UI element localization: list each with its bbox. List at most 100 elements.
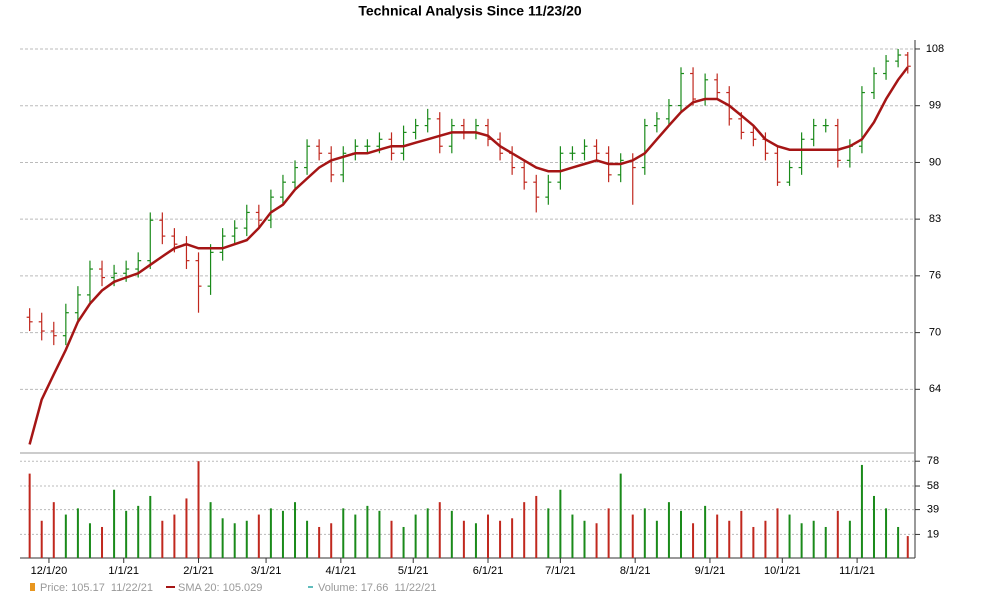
volume-bar: [390, 520, 393, 558]
x-tick-label: 8/1/21: [620, 565, 651, 577]
volume-bar: [667, 502, 670, 558]
x-tick-label: 4/1/21: [326, 565, 357, 577]
volume-bar: [848, 520, 851, 558]
y-tick-label: 108: [926, 43, 944, 55]
volume-bar: [257, 514, 260, 558]
volume-bar: [800, 523, 803, 558]
volume-bar: [330, 523, 333, 558]
volume-bar: [462, 520, 465, 558]
y-tick-label: 99: [929, 100, 941, 112]
volume-bar: [354, 514, 357, 558]
y-tick-label: 70: [929, 327, 941, 339]
volume-bar: [607, 508, 610, 558]
volume-bar: [906, 536, 909, 558]
volume-bar: [185, 498, 188, 558]
volume-bar: [716, 514, 719, 558]
volume-bar: [824, 526, 827, 558]
volume-bar: [595, 523, 598, 558]
volume-bar: [88, 523, 91, 558]
sma-line: [28, 66, 909, 445]
volume-bar: [812, 520, 815, 558]
volume-bar: [101, 526, 104, 558]
volume-bar: [583, 520, 586, 558]
volume-bar: [366, 505, 369, 558]
volume-bar: [752, 526, 755, 558]
volume-bar: [173, 514, 176, 558]
volume-bar: [52, 502, 55, 558]
chart-title: Technical Analysis Since 11/23/20: [358, 3, 582, 19]
volume-bar: [643, 508, 646, 558]
volume-bar: [487, 514, 490, 558]
volume-bar: [679, 510, 682, 558]
volume-bar: [692, 523, 695, 558]
y-tick-label: 76: [929, 270, 941, 282]
volume-bar: [704, 505, 707, 558]
volume-bar: [76, 508, 79, 558]
volume-bar: [559, 489, 562, 558]
volume-bar: [294, 502, 297, 558]
y-tick-label: 90: [929, 156, 941, 168]
volume-tick-label: 39: [927, 504, 939, 516]
volume-bar: [269, 508, 272, 558]
volume-bar: [571, 514, 574, 558]
x-tick-label: 11/1/21: [839, 565, 875, 577]
x-tick-label: 7/1/21: [545, 565, 576, 577]
x-tick-label: 9/1/21: [695, 565, 726, 577]
x-tick-label: 3/1/21: [251, 565, 282, 577]
volume-tick-label: 58: [927, 480, 939, 492]
volume-bar: [318, 526, 321, 558]
volume-bar: [342, 508, 345, 558]
volume-bar: [281, 510, 284, 558]
volume-bar: [197, 461, 200, 558]
legend-label: SMA 20: 105.029: [178, 582, 262, 594]
volume-bar: [233, 523, 236, 558]
volume-bar: [631, 514, 634, 558]
volume-bar: [523, 502, 526, 558]
volume-bar: [125, 510, 128, 558]
volume-bar: [378, 510, 381, 558]
volume-bar: [872, 495, 875, 558]
volume-bar: [28, 473, 31, 558]
volume-bar: [40, 520, 43, 558]
volume-bar: [511, 518, 514, 558]
volume-bar: [64, 514, 67, 558]
volume-bar: [776, 508, 779, 558]
volume-bar: [655, 520, 658, 558]
volume-bar: [113, 489, 116, 558]
volume-bar: [414, 514, 417, 558]
volume-bar: [897, 526, 900, 558]
x-tick-label: 1/1/21: [108, 565, 139, 577]
legend-swatch: [30, 583, 35, 591]
x-tick-label: 5/1/21: [398, 565, 429, 577]
volume-bar: [137, 505, 140, 558]
volume-bar: [474, 523, 477, 558]
volume-bar: [438, 502, 441, 558]
volume-bar: [885, 508, 888, 558]
volume-bar: [426, 508, 429, 558]
volume-tick-label: 78: [927, 455, 939, 467]
y-tick-label: 83: [929, 213, 941, 225]
volume-bar: [245, 520, 248, 558]
volume-bar: [619, 473, 622, 558]
volume-bar: [728, 520, 731, 558]
volume-bar: [535, 495, 538, 558]
x-tick-label: 10/1/21: [764, 565, 801, 577]
x-tick-label: 2/1/21: [183, 565, 214, 577]
volume-bar: [764, 520, 767, 558]
volume-bar: [788, 514, 791, 558]
volume-bar: [547, 508, 550, 558]
volume-bar: [402, 526, 405, 558]
volume-bar: [149, 495, 152, 558]
x-tick-label: 12/1/20: [31, 565, 68, 577]
volume-bar: [221, 518, 224, 558]
volume-bar: [740, 510, 743, 558]
volume-bar: [836, 510, 839, 558]
volume-bar: [450, 510, 453, 558]
legend-label: Price: 105.17 11/22/21: [40, 582, 153, 594]
volume-bar: [860, 464, 863, 558]
volume-bar: [306, 520, 309, 558]
volume-tick-label: 19: [927, 528, 939, 540]
legend-label: Volume: 17.66 11/22/21: [318, 582, 436, 594]
volume-bar: [161, 520, 164, 558]
